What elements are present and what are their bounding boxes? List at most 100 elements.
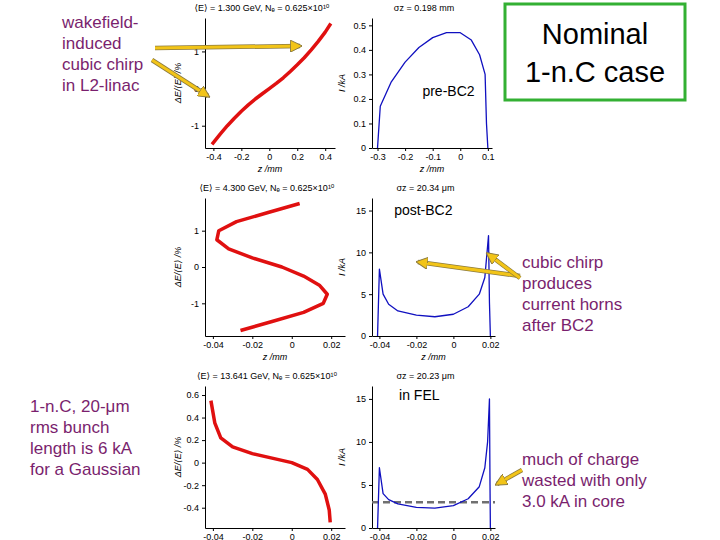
x-tick: 0	[451, 336, 456, 350]
y-tick-mark	[369, 294, 372, 295]
slide: -0.4-0.200.20.4-101⟨E⟩ = 1.300 GeV, Nₑ =…	[0, 0, 720, 540]
arrow	[497, 470, 522, 484]
y-tick-label: 0.4	[353, 45, 366, 55]
y-axis-title: I /kA	[337, 74, 347, 92]
y-tick-mark	[202, 485, 205, 486]
y-axis: -101	[191, 19, 206, 149]
y-tick: 10	[356, 437, 372, 447]
x-tick: 0	[458, 148, 463, 162]
annotation-line: in L2-linac	[62, 76, 140, 95]
x-tick-label: -0.04	[203, 532, 224, 540]
y-tick: 15	[356, 394, 372, 404]
x-tick: -0.02	[243, 528, 264, 540]
x-tick-mark	[213, 336, 214, 339]
x-tick: -0.1	[425, 148, 441, 162]
y-tick-mark	[369, 399, 372, 400]
plot-area	[211, 401, 330, 523]
y-tick-mark	[202, 463, 205, 464]
arrow-outline	[152, 60, 208, 96]
y-tick-label: -1	[191, 299, 199, 309]
x-axis-title: z /mm	[257, 164, 283, 174]
x-axis-line	[373, 336, 496, 337]
x-tick-label: -0.02	[407, 340, 428, 350]
panel-title: σz = 20.34 μm	[396, 183, 454, 193]
x-tick-mark	[269, 148, 270, 151]
x-tick-label: -0.04	[370, 340, 391, 350]
y-tick-label: 10	[356, 437, 366, 447]
x-tick-mark	[331, 528, 332, 531]
annotation-line: much of charge	[522, 450, 639, 469]
y-tick: 1	[194, 226, 205, 236]
slide-annotation: wakefield-inducedcubic chirpin L2-linac	[61, 13, 143, 95]
annotation-line: current horns	[522, 295, 622, 314]
y-tick: 0.2	[186, 435, 205, 445]
x-tick-label: -0.3	[370, 152, 386, 162]
x-tick: -0.04	[203, 336, 224, 350]
x-tick-label: -0.2	[398, 152, 414, 162]
y-tick-label: -0.2	[183, 481, 199, 491]
y-tick-mark	[369, 148, 372, 149]
x-tick-mark	[379, 528, 380, 531]
x-tick-mark	[490, 528, 491, 531]
annotation-line: 3.0 kA in core	[522, 492, 625, 511]
x-axis-line	[373, 148, 493, 149]
x-tick: -0.04	[370, 336, 391, 350]
x-tick: -0.04	[370, 528, 391, 540]
y-tick-label: 0.2	[186, 435, 199, 445]
x-tick: 0.2	[292, 148, 305, 162]
y-tick-mark	[369, 336, 372, 337]
x-tick-mark	[252, 528, 253, 531]
y-tick: -0.2	[183, 481, 205, 491]
x-tick-label: 0.02	[482, 532, 500, 540]
y-tick-label: 0.1	[353, 119, 366, 129]
y-tick: 0	[361, 143, 372, 153]
x-tick: 0	[290, 336, 295, 350]
panel: -0.04-0.0200.02051015σz = 20.23 μmz /mmI…	[337, 371, 500, 540]
annotation-line: after BC2	[522, 316, 594, 335]
x-tick-label: 0	[451, 340, 456, 350]
y-tick-label: 0.5	[353, 21, 366, 31]
annotation-line: wasted with only	[521, 471, 647, 490]
arrows	[152, 46, 522, 484]
y-tick-mark	[202, 51, 205, 52]
x-tick-mark	[292, 528, 293, 531]
arrow	[152, 60, 208, 96]
panel-title: ⟨E⟩ = 4.300 GeV, Nₑ = 0.625×10¹⁰	[200, 183, 335, 193]
y-tick-label: -1	[191, 121, 199, 131]
y-axis-title: I /kA	[337, 258, 347, 276]
x-tick-label: 0	[451, 532, 456, 540]
title-line: 1-n.C case	[525, 56, 665, 88]
x-axis: -0.04 -0.02 0 0.02	[370, 336, 500, 350]
x-tick-mark	[213, 148, 214, 151]
x-tick: 0.02	[482, 528, 500, 540]
x-tick: -0.02	[243, 336, 264, 350]
y-tick-label: 10	[356, 248, 366, 258]
x-tick-mark	[433, 148, 434, 151]
x-tick-label: -0.04	[203, 340, 224, 350]
x-tick-label: 0	[290, 340, 295, 350]
y-tick: 0.5	[353, 21, 372, 31]
x-tick-label: 0.4	[319, 152, 332, 162]
slide-annotation: cubic chirpproducescurrent hornsafter BC…	[522, 253, 622, 335]
panel-title: ⟨E⟩ = 13.641 GeV, Nₑ = 0.625×10¹⁰	[197, 371, 337, 381]
x-tick-label: 0	[290, 532, 295, 540]
data-line	[378, 236, 491, 336]
y-tick: 0	[194, 262, 205, 272]
y-axis-title: ΔE/⟨E⟩ /%	[173, 247, 183, 289]
y-tick: 0.1	[353, 119, 372, 129]
annotation-line: 1-n.C, 20-μm	[30, 397, 130, 416]
x-tick-label: -0.1	[425, 152, 441, 162]
x-tick: -0.2	[398, 148, 414, 162]
x-tick-label: 0.02	[482, 340, 500, 350]
arrow-outline	[497, 470, 522, 484]
y-tick-mark	[369, 485, 372, 486]
y-tick-label: 15	[356, 394, 366, 404]
plot-area	[217, 203, 327, 330]
x-tick-label: 0.1	[482, 152, 495, 162]
y-tick-mark	[369, 123, 372, 124]
x-tick-mark	[252, 336, 253, 339]
x-tick-mark	[405, 148, 406, 151]
y-tick-mark	[202, 508, 205, 509]
y-tick: 0	[194, 458, 205, 468]
y-tick-mark	[202, 267, 205, 268]
